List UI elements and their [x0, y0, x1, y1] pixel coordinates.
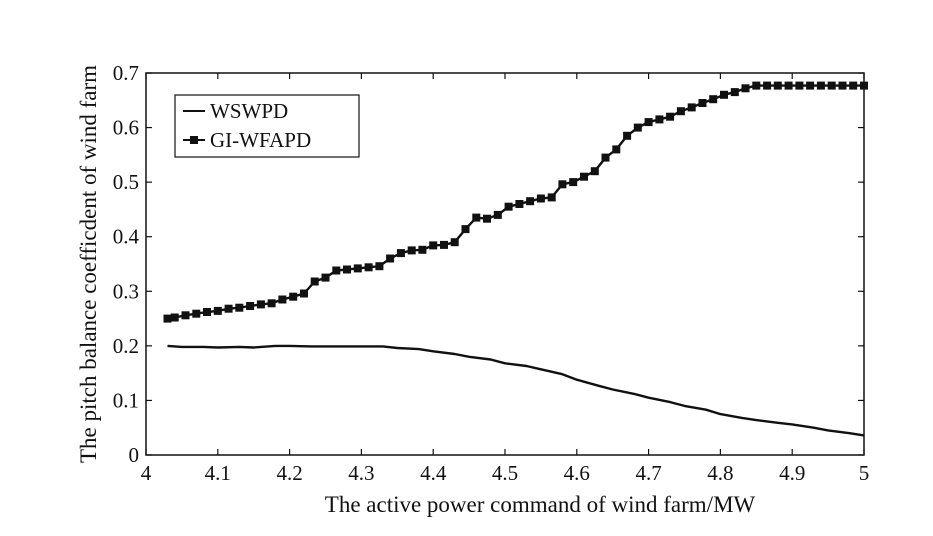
- data-point-gi-wfapd: [720, 90, 728, 99]
- data-point-gi-wfapd: [213, 306, 222, 315]
- data-point-gi-wfapd: [343, 265, 351, 274]
- legend-label-wswpd: WSWPD: [210, 99, 288, 123]
- data-point-gi-wfapd: [300, 289, 308, 298]
- y-tick-label: 0.2: [113, 334, 139, 358]
- data-point-gi-wfapd: [418, 245, 427, 254]
- series-layer: [163, 81, 868, 437]
- data-point-gi-wfapd: [795, 81, 804, 90]
- data-point-gi-wfapd: [580, 172, 588, 181]
- data-point-gi-wfapd: [375, 262, 384, 271]
- data-point-gi-wfapd: [784, 81, 793, 90]
- data-point-gi-wfapd: [590, 167, 599, 176]
- data-point-gi-wfapd: [321, 273, 330, 282]
- data-point-gi-wfapd: [310, 277, 319, 286]
- data-point-gi-wfapd: [163, 314, 172, 323]
- data-point-gi-wfapd: [536, 194, 545, 203]
- data-point-gi-wfapd: [192, 309, 201, 318]
- data-point-gi-wfapd: [407, 246, 416, 255]
- data-point-gi-wfapd: [289, 292, 298, 301]
- data-point-gi-wfapd: [569, 178, 578, 187]
- data-point-gi-wfapd: [601, 153, 610, 162]
- data-point-gi-wfapd: [450, 238, 459, 247]
- x-tick-label: 4.4: [420, 461, 447, 485]
- data-point-gi-wfapd: [623, 131, 632, 140]
- data-point-gi-wfapd: [752, 81, 761, 90]
- data-point-gi-wfapd: [267, 299, 276, 308]
- data-point-gi-wfapd: [278, 295, 287, 304]
- data-point-gi-wfapd: [461, 225, 470, 234]
- y-tick-label: 0.3: [113, 279, 139, 303]
- x-tick-label: 4.1: [205, 461, 231, 485]
- x-tick-label: 4.5: [492, 461, 518, 485]
- legend-marker-gi-wfapd: [190, 136, 198, 144]
- x-tick-label: 4.8: [707, 461, 733, 485]
- data-point-gi-wfapd: [827, 81, 836, 90]
- data-point-gi-wfapd: [644, 118, 653, 127]
- data-point-gi-wfapd: [709, 95, 718, 104]
- data-point-gi-wfapd: [526, 197, 535, 206]
- data-point-gi-wfapd: [246, 302, 255, 310]
- data-point-gi-wfapd: [203, 308, 211, 316]
- data-point-gi-wfapd: [849, 81, 858, 90]
- data-point-gi-wfapd: [353, 264, 362, 273]
- data-point-gi-wfapd: [332, 266, 341, 275]
- data-point-gi-wfapd: [816, 81, 825, 90]
- x-axis-title: The active power command of wind farm/MW: [325, 492, 756, 517]
- data-point-gi-wfapd: [666, 112, 675, 121]
- data-point-gi-wfapd: [224, 304, 233, 313]
- y-tick-label: 0.5: [113, 170, 139, 194]
- data-point-gi-wfapd: [515, 200, 524, 208]
- data-point-gi-wfapd: [558, 180, 567, 189]
- data-point-gi-wfapd: [256, 300, 265, 309]
- data-point-gi-wfapd: [741, 84, 750, 93]
- data-point-gi-wfapd: [396, 249, 405, 258]
- x-tick-label: 4.7: [635, 461, 661, 485]
- x-tick-label: 4: [141, 461, 152, 485]
- y-tick-label: 0.6: [113, 116, 139, 140]
- y-axis-title: The pitch balance coefficdent of wind fa…: [76, 65, 101, 463]
- data-point-gi-wfapd: [806, 81, 815, 90]
- data-point-gi-wfapd: [612, 145, 621, 154]
- data-point-gi-wfapd: [698, 99, 707, 107]
- data-point-gi-wfapd: [386, 254, 395, 263]
- data-point-gi-wfapd: [687, 103, 696, 112]
- data-point-gi-wfapd: [763, 81, 772, 90]
- data-point-gi-wfapd: [633, 123, 642, 132]
- y-tick-label: 0.1: [113, 388, 139, 412]
- y-tick-label: 0.7: [113, 61, 139, 85]
- data-point-gi-wfapd: [838, 81, 847, 90]
- data-point-gi-wfapd: [235, 303, 244, 312]
- y-tick-label: 0.4: [113, 225, 140, 249]
- data-point-gi-wfapd: [676, 107, 685, 116]
- data-point-gi-wfapd: [429, 241, 438, 250]
- legend: WSWPD GI-WFAPD: [174, 94, 360, 158]
- legend-label-gi-wfapd: GI-WFAPD: [210, 128, 311, 152]
- y-tick-label: 0: [129, 443, 140, 467]
- data-point-gi-wfapd: [472, 213, 481, 222]
- data-point-gi-wfapd: [440, 240, 448, 249]
- x-tick-label: 4.9: [779, 461, 805, 485]
- legend-box: [174, 94, 360, 158]
- x-tick-label: 4.3: [348, 461, 374, 485]
- series-line-wswpd: [167, 344, 865, 437]
- data-point-gi-wfapd: [773, 81, 782, 90]
- data-point-gi-wfapd: [860, 81, 868, 90]
- data-point-gi-wfapd: [655, 115, 664, 124]
- data-point-gi-wfapd: [730, 88, 739, 97]
- data-point-gi-wfapd: [504, 202, 513, 211]
- x-tick-label: 5: [859, 461, 870, 485]
- data-point-gi-wfapd: [364, 263, 373, 272]
- ticks-layer: 4 4.1 4.2 4.3 4.4 4.5 4.6 4.7 4.8 4.9 5 0 0.1 0.2 0.3 0…: [113, 61, 870, 485]
- data-point-gi-wfapd: [547, 193, 556, 202]
- data-point-gi-wfapd: [170, 313, 179, 322]
- data-point-gi-wfapd: [493, 210, 502, 219]
- data-point-gi-wfapd: [181, 311, 190, 320]
- x-tick-label: 4.2: [276, 461, 302, 485]
- data-point-gi-wfapd: [483, 214, 491, 223]
- x-tick-label: 4.6: [564, 461, 590, 485]
